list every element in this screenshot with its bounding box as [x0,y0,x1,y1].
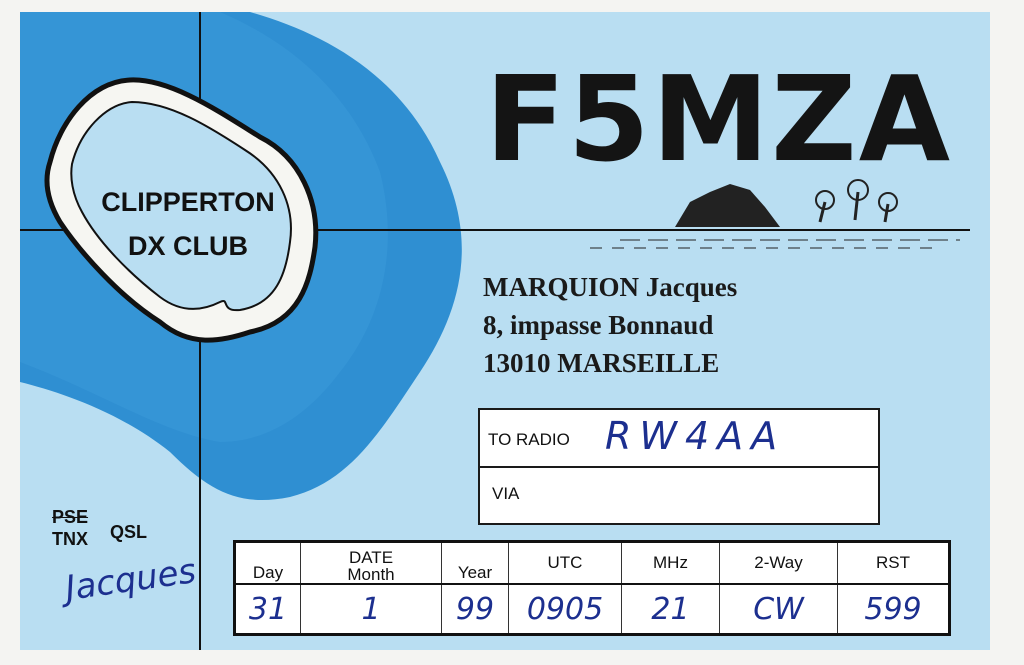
club-logo-text: CLIPPERTON DX CLUB [78,180,298,268]
date-label: DATE [348,548,394,567]
value-mode: CW [719,583,838,635]
value-rst: 599 [837,583,950,635]
header-mhz: MHz [621,541,720,585]
value-mhz: 21 [621,583,720,635]
via-row: VIA [480,468,878,524]
via-label: VIA [492,484,520,503]
log-header-row: Day DATE Month Year UTC MHz 2-Way RST [234,541,950,585]
header-year: Year [441,541,509,585]
callsign: F5MZA [485,50,953,188]
tnx-label: TNX [52,529,88,549]
log-table: Day DATE Month Year UTC MHz 2-Way RST 31 … [233,540,951,636]
to-radio-value: RW4AA [605,414,786,458]
address-name: MARQUION Jacques [483,272,738,302]
qsl-request: PSE TNX [52,506,88,550]
map-illustration [20,12,970,650]
qsl-label: QSL [110,522,148,542]
address-street: 8, impasse Bonnaud [483,310,714,340]
header-utc: UTC [508,541,622,585]
value-year: 99 [441,583,509,635]
header-rst: RST [837,541,950,585]
pse-label: PSE [52,507,89,527]
header-day: Day [234,541,301,585]
log-values-row: 31 1 99 0905 21 CW 599 [234,583,950,635]
header-2way: 2-Way [719,541,838,585]
value-month: 1 [300,583,442,635]
value-day: 31 [234,583,301,635]
club-name-line1: CLIPPERTON [101,187,275,217]
island-silhouette-icon [590,179,960,249]
to-radio-label: TO RADIO [488,430,570,449]
header-month: DATE Month [300,541,442,585]
recipient-box: TO RADIO RW4AA VIA [478,408,880,525]
to-radio-row: TO RADIO RW4AA [480,410,878,468]
qsl-card: CLIPPERTON DX CLUB F5MZA MARQUION Jacque… [20,12,990,650]
address-city: 13010 MARSEILLE [483,348,720,378]
value-utc: 0905 [508,583,622,635]
club-name-line2: DX CLUB [128,231,248,261]
